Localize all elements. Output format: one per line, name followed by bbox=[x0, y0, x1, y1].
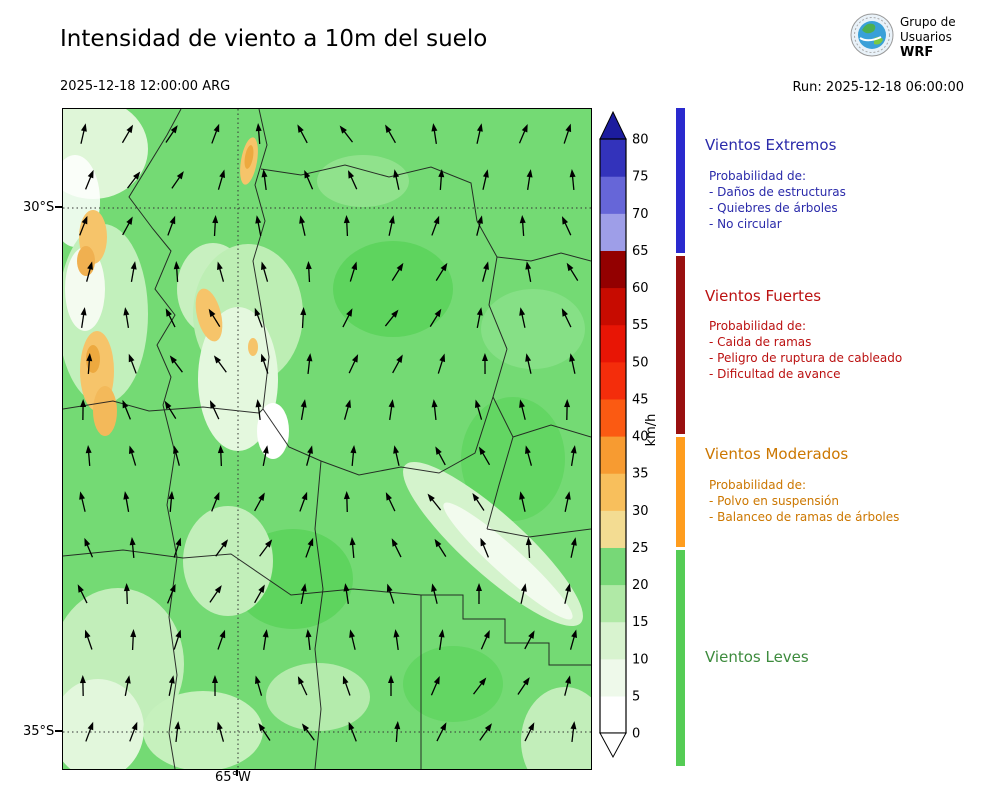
graticule bbox=[63, 109, 591, 769]
legend-item: - Polvo en suspensión bbox=[709, 494, 839, 508]
forecast-datetime: 2025-12-18 12:00:00 ARG bbox=[60, 79, 231, 94]
legend-item: - Caida de ramas bbox=[709, 335, 812, 349]
legend-item: - Dificultad de avance bbox=[709, 367, 841, 381]
legend-body-fuertes: Probabilidad de: - Caida de ramas - Peli… bbox=[709, 318, 902, 382]
logo-line1: Grupo de bbox=[900, 14, 956, 29]
svg-text:60: 60 bbox=[632, 281, 649, 296]
legend-title-extremos: Vientos Extremos bbox=[705, 136, 837, 154]
legend-item: - Peligro de ruptura de cableado bbox=[709, 351, 903, 365]
legend-body-extremos: Probabilidad de: - Daños de estructuras … bbox=[709, 168, 846, 232]
lon-label-65w: 65°W bbox=[215, 770, 251, 785]
legend-bar-extremos bbox=[676, 108, 685, 253]
svg-text:40: 40 bbox=[632, 430, 649, 445]
svg-text:50: 50 bbox=[632, 355, 649, 370]
globe-icon bbox=[850, 13, 894, 61]
svg-text:45: 45 bbox=[632, 392, 649, 407]
legend-title-fuertes: Vientos Fuertes bbox=[705, 287, 822, 305]
lat-tick-30s bbox=[55, 206, 62, 208]
legend-body-moderados: Probabilidad de: - Polvo en suspensión -… bbox=[709, 477, 899, 525]
logo-line3: WRF bbox=[900, 44, 934, 60]
svg-text:25: 25 bbox=[632, 541, 649, 556]
legend-bar-moderados bbox=[676, 437, 685, 547]
colorbar-unit-label: km/h bbox=[644, 413, 659, 447]
svg-text:70: 70 bbox=[632, 207, 649, 222]
svg-text:30: 30 bbox=[632, 504, 649, 519]
map-canvas bbox=[63, 109, 591, 769]
lat-tick-35s bbox=[55, 730, 62, 732]
legend-item: - Daños de estructuras bbox=[709, 185, 846, 199]
legend-bar-leves bbox=[676, 550, 685, 766]
svg-text:55: 55 bbox=[632, 318, 649, 333]
logo-line2: Usuarios bbox=[900, 29, 952, 44]
legend-title-moderados: Vientos Moderados bbox=[705, 445, 849, 463]
wrf-logo: Grupo de Usuarios WRF bbox=[850, 13, 956, 61]
wind-intensity-map bbox=[62, 108, 592, 770]
svg-text:80: 80 bbox=[632, 133, 649, 148]
legend-item: - Balanceo de ramas de árboles bbox=[709, 510, 900, 524]
svg-text:15: 15 bbox=[632, 615, 649, 630]
legend-item: - Quiebres de árboles bbox=[709, 201, 838, 215]
svg-text:35: 35 bbox=[632, 467, 649, 482]
legend-item: - No circular bbox=[709, 217, 782, 231]
svg-text:10: 10 bbox=[632, 652, 649, 667]
wind-shading bbox=[63, 109, 591, 769]
svg-text:5: 5 bbox=[632, 689, 640, 704]
svg-text:20: 20 bbox=[632, 578, 649, 593]
legend-title-leves: Vientos Leves bbox=[705, 648, 809, 666]
legend-intro: Probabilidad de: bbox=[709, 169, 807, 183]
svg-text:65: 65 bbox=[632, 244, 649, 259]
lat-label-30s: 30°S bbox=[23, 200, 55, 215]
svg-text:0: 0 bbox=[632, 727, 640, 742]
legend-intro: Probabilidad de: bbox=[709, 319, 807, 333]
lon-tick-65w bbox=[236, 769, 238, 776]
svg-text:75: 75 bbox=[632, 170, 649, 185]
legend-intro: Probabilidad de: bbox=[709, 478, 807, 492]
legend-bar-fuertes bbox=[676, 256, 685, 434]
logo-text: Grupo de Usuarios WRF bbox=[900, 15, 956, 60]
run-info: Run: 2025-12-18 06:00:00 bbox=[792, 80, 964, 95]
colorbar: 0 5 10 15 20 25 30 35 40 45 50 55 60 65 70 75 80 bbox=[599, 110, 649, 759]
lat-label-35s: 35°S bbox=[23, 724, 55, 739]
wind-arrows bbox=[77, 123, 579, 743]
page-title: Intensidad de viento a 10m del suelo bbox=[60, 26, 488, 52]
